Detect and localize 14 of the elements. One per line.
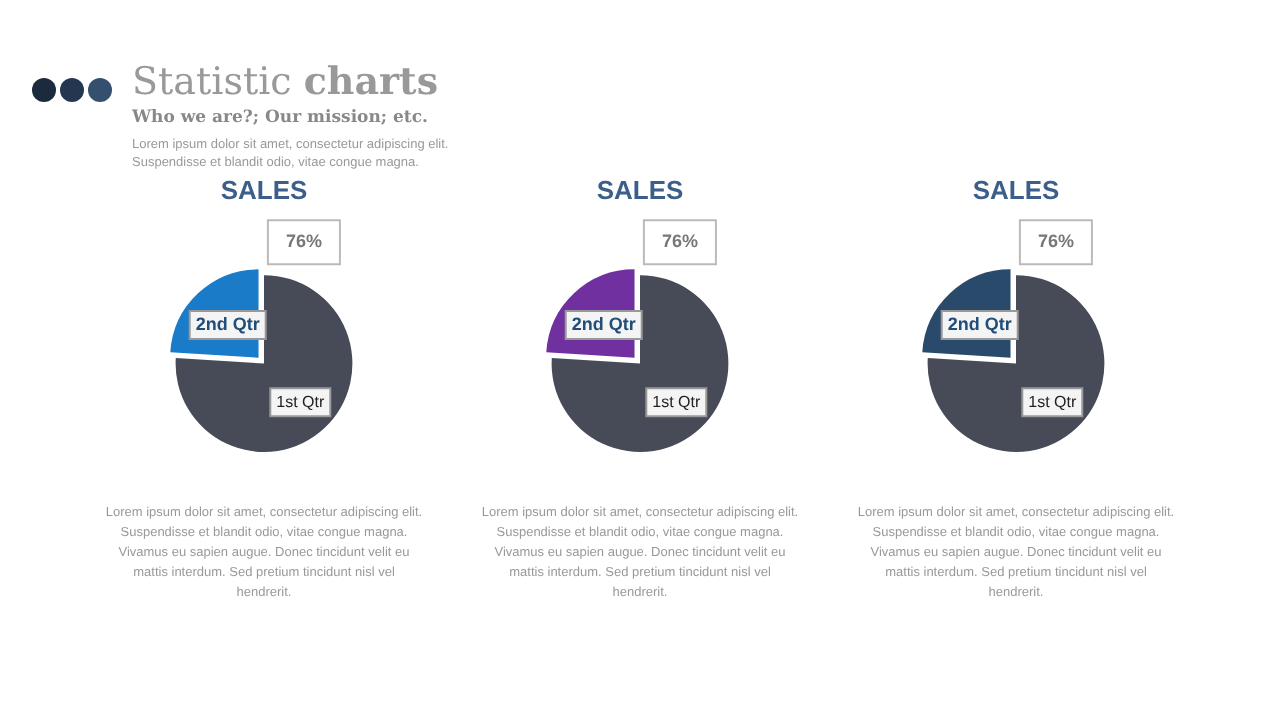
slice-label: 2nd Qtr: [195, 313, 261, 334]
text: Statistic charts: [132, 58, 441, 108]
chart-title: SALES: [596, 174, 684, 205]
slice-label: 1st Qtr: [1028, 392, 1077, 411]
slice-label: 2nd Qtr: [571, 313, 637, 334]
data-label: 76%: [285, 231, 322, 252]
slice-label: 1st Qtr: [652, 392, 701, 411]
data-label: 76%: [661, 231, 698, 252]
slice-label: 1st Qtr: [276, 392, 325, 411]
text: Who we are?; Our mission; etc.: [132, 108, 430, 128]
data-label: 76%: [1037, 231, 1074, 252]
chart-title: SALES: [972, 174, 1060, 205]
slice-label: 2nd Qtr: [947, 313, 1013, 334]
chart-title: SALES: [220, 174, 308, 205]
